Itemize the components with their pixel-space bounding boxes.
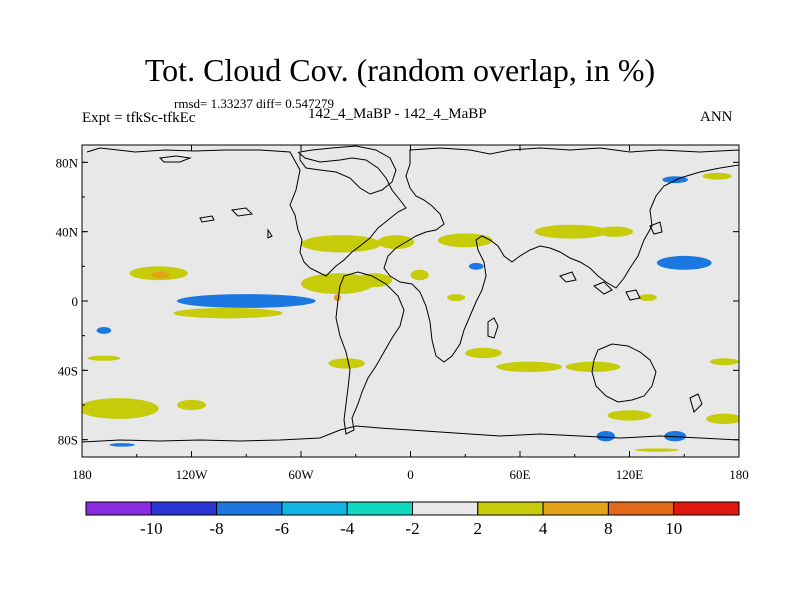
anomaly-region-9 xyxy=(410,269,429,281)
colorbar-label-6: 4 xyxy=(539,519,548,538)
y-tick-label-4: 80S xyxy=(58,433,78,448)
x-tick-label-2: 60W xyxy=(288,467,314,482)
anomaly-region-18 xyxy=(496,361,562,373)
chart-title: Tot. Cloud Cov. (random overlap, in %) xyxy=(144,52,656,88)
anomaly-region-32 xyxy=(468,262,484,270)
anomaly-regions xyxy=(82,172,739,452)
y-tick-label-0: 80N xyxy=(56,155,79,170)
colorbar-segment-0 xyxy=(85,501,152,516)
y-axis-ticks: 80N 40N 0 40S 80S xyxy=(56,155,739,448)
coastline-greenland xyxy=(299,145,397,195)
colorbar-label-3: -4 xyxy=(340,519,355,538)
anomaly-region-33 xyxy=(447,294,466,301)
y-tick-label-3: 40S xyxy=(58,363,78,378)
season-label: ANN xyxy=(700,109,733,125)
x-tick-label-3: 0 xyxy=(407,467,414,482)
y-tick-label-1: 40N xyxy=(56,225,79,240)
experiment-label: Expt = tfkSc-tfkEc xyxy=(82,110,196,126)
colorbar-segment-9 xyxy=(673,501,740,516)
anomaly-region-4 xyxy=(301,235,382,253)
coastline-north-america xyxy=(86,147,407,277)
x-tick-label-4: 60E xyxy=(510,467,531,482)
colorbar-segment-1 xyxy=(150,501,218,516)
anomaly-region-26 xyxy=(596,431,615,442)
anomaly-region-11 xyxy=(534,224,608,239)
colorbar-label-0: -10 xyxy=(140,519,163,538)
coastline-madagascar xyxy=(487,317,499,339)
x-tick-label-5: 120E xyxy=(616,467,644,482)
coastline-south-america xyxy=(335,271,405,435)
anomaly-region-7 xyxy=(333,294,342,301)
anomaly-region-8 xyxy=(355,273,393,288)
colorbar-label-7: 8 xyxy=(604,519,613,538)
anomaly-region-15 xyxy=(702,172,732,180)
colorbar-label-4: -2 xyxy=(405,519,419,538)
y-tick-label-2: 0 xyxy=(72,294,79,309)
colorbar-segment-3 xyxy=(281,501,348,516)
colorbar-label-1: -8 xyxy=(210,519,224,538)
anomaly-region-24 xyxy=(607,410,652,421)
anomaly-region-12 xyxy=(596,226,634,237)
anomaly-region-1 xyxy=(151,271,170,279)
x-tick-label-1: 120W xyxy=(176,467,209,482)
x-axis-ticks: 180 120W 60W 0 60E 120E 180 xyxy=(72,145,749,482)
colorbar: -10 -8 -6 -4 -2 2 4 8 10 xyxy=(85,501,740,538)
x-tick-label-6: 180 xyxy=(729,467,749,482)
coastline-australia xyxy=(591,343,657,403)
anomaly-region-29 xyxy=(634,448,679,452)
coastlines xyxy=(82,145,739,443)
colorbar-segment-8 xyxy=(607,501,675,516)
colorbar-segment-5 xyxy=(412,501,479,516)
anomaly-region-2 xyxy=(176,294,316,308)
case-name-label: 142_4_MaBP - 142_4_MaBP xyxy=(308,106,487,122)
anomaly-region-6 xyxy=(301,273,374,295)
anomaly-region-22 xyxy=(82,398,159,419)
anomaly-region-25 xyxy=(706,413,739,425)
anomaly-region-27 xyxy=(664,431,687,442)
anomaly-region-13 xyxy=(656,255,712,270)
anomaly-region-23 xyxy=(176,399,207,411)
anomaly-region-5 xyxy=(377,235,415,249)
anomaly-region-21 xyxy=(87,355,121,361)
anomaly-region-3 xyxy=(173,307,283,319)
colorbar-label-8: 10 xyxy=(665,519,682,538)
anomaly-region-28 xyxy=(109,443,135,447)
anomaly-region-16 xyxy=(328,358,365,369)
colorbar-segment-6 xyxy=(477,501,544,516)
coastline-antarctica xyxy=(82,425,739,443)
x-tick-label-0: 180 xyxy=(72,467,92,482)
coastline-eurasia-africa xyxy=(383,147,739,363)
anomaly-region-30 xyxy=(638,294,657,301)
colorbar-segment-4 xyxy=(346,501,414,516)
coastline-new-zealand xyxy=(689,393,703,413)
colorbar-segment-7 xyxy=(542,501,609,516)
anomaly-region-31 xyxy=(96,327,112,334)
anomaly-region-10 xyxy=(437,233,493,248)
coastline-arctic-islands xyxy=(158,155,273,239)
colorbar-label-5: 2 xyxy=(474,519,483,538)
coastline-asia-islands xyxy=(559,221,663,301)
anomaly-region-20 xyxy=(709,358,739,366)
anomaly-region-17 xyxy=(465,347,502,359)
colorbar-label-2: -6 xyxy=(275,519,289,538)
colorbar-segment-2 xyxy=(216,501,283,516)
stats-label: rmsd= 1.33237 diff= 0.547279 xyxy=(174,96,334,111)
